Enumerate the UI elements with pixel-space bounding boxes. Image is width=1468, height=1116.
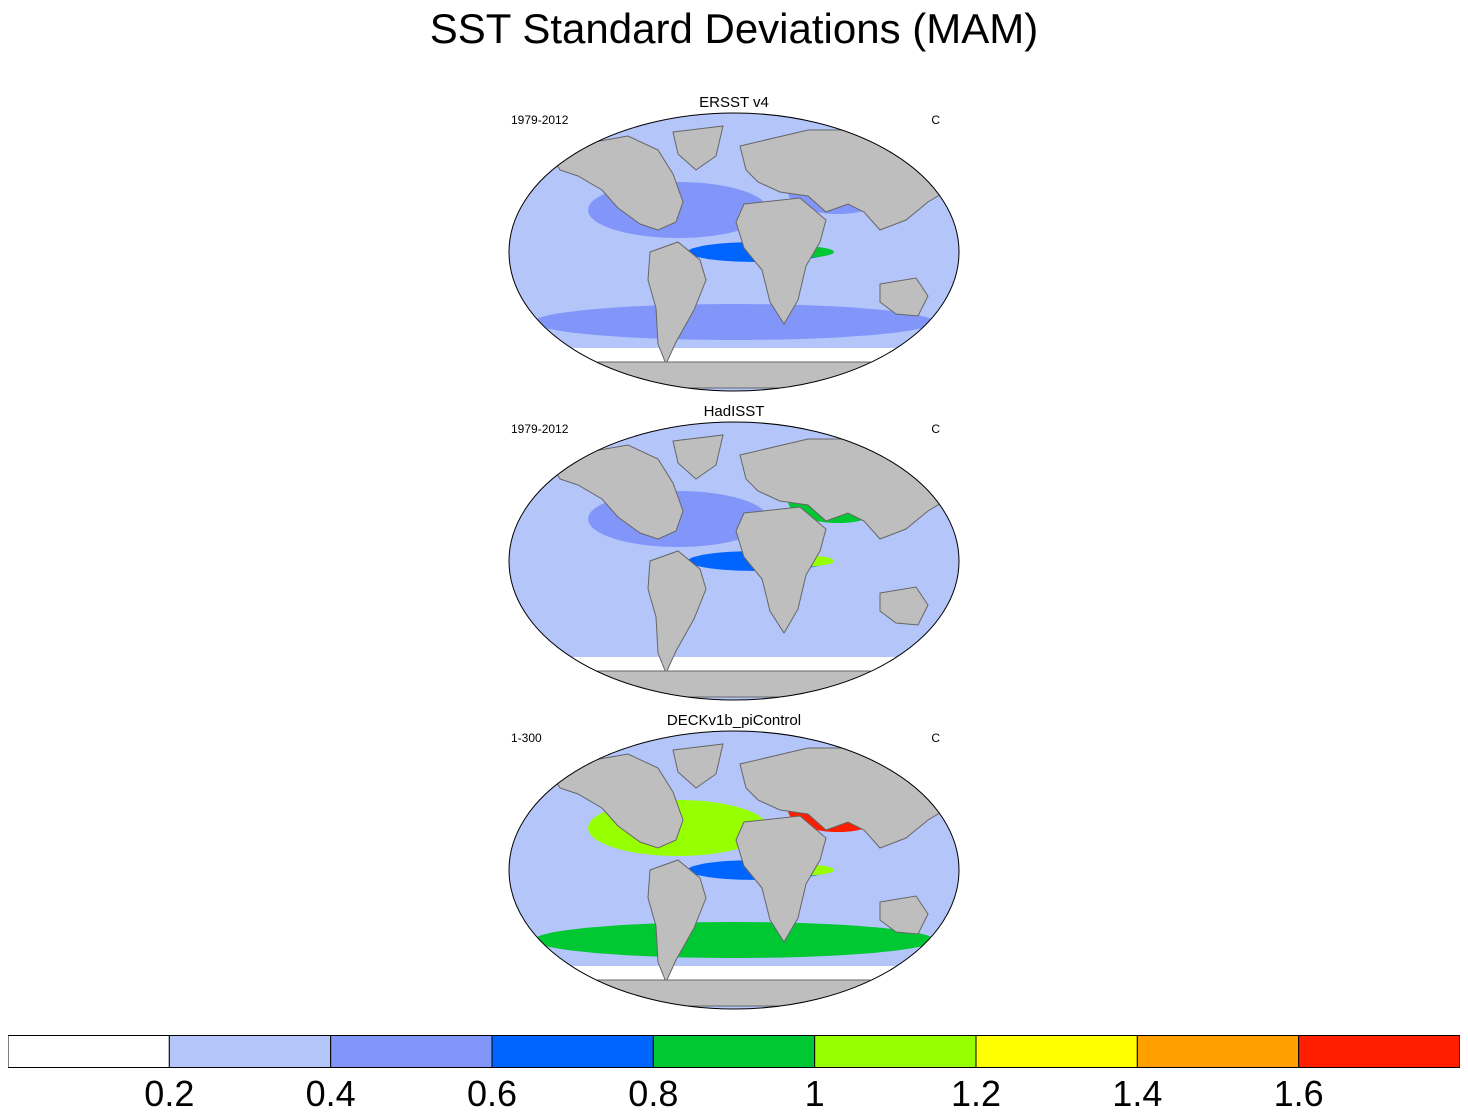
- map-content: [509, 731, 959, 1009]
- page-title: SST Standard Deviations (MAM): [429, 5, 1039, 52]
- colorbar-swatch: [1298, 1035, 1460, 1068]
- land-mass: [547, 444, 684, 540]
- map-content: [509, 422, 959, 700]
- land-mass: [647, 241, 707, 366]
- world-map-ersst: [508, 112, 960, 392]
- southern-ocean-band: [534, 922, 934, 958]
- panel-units: C: [931, 731, 940, 745]
- colorbar-tick-label: 0.8: [628, 1073, 679, 1114]
- panel-period: 1979-2012: [511, 422, 569, 436]
- map-content: [509, 113, 959, 391]
- land-mass: [879, 895, 929, 935]
- colorbar-tick-label: 1.6: [1273, 1073, 1324, 1114]
- colorbar-swatch: [975, 1035, 1138, 1068]
- panel-title: DECKv1b_piControl: [666, 712, 802, 729]
- panel-period: 1979-2012: [511, 113, 569, 127]
- colorbar-tick-label: 1.4: [1112, 1073, 1163, 1114]
- southern-ocean-band: [534, 304, 934, 340]
- panel-title: HadISST: [703, 403, 765, 420]
- colorbar-tick-label: 0.2: [144, 1073, 195, 1114]
- southern-ocean-band: [534, 613, 934, 649]
- land-mass: [879, 586, 929, 626]
- land-mass: [647, 859, 707, 984]
- land-mass: [647, 550, 707, 675]
- map-outline: [508, 112, 960, 392]
- sea-ice-edge: [509, 657, 959, 673]
- colorbar-swatch: [168, 1035, 332, 1068]
- colorbar-labels: 0.2 0.4 0.6 0.8 1 1.2 1.4 1.6: [0, 1074, 1468, 1116]
- sea-ice-edge: [509, 348, 959, 364]
- land-mass: [672, 125, 724, 171]
- land-mass: [879, 277, 929, 317]
- colorbar-tick-label: 0.4: [305, 1073, 356, 1114]
- panel-units: C: [931, 113, 940, 127]
- map-outline: [508, 730, 960, 1010]
- world-map-hadisst: [508, 421, 960, 701]
- colorbar-swatch: [8, 1035, 170, 1068]
- colorbar-swatch: [491, 1035, 654, 1068]
- map-outline: [508, 421, 960, 701]
- colorbar-tick-label: 1.2: [950, 1073, 1002, 1114]
- colorbar-swatch: [652, 1035, 816, 1068]
- land-mass: [735, 506, 827, 634]
- world-map-deck: [508, 730, 960, 1010]
- panel-units: C: [931, 422, 940, 436]
- colorbar-tick-label: 0.6: [466, 1073, 518, 1114]
- colorbar-swatch: [330, 1035, 493, 1068]
- land-mass: [672, 434, 724, 480]
- colorbar: [8, 1035, 1460, 1068]
- panel-period: 1-300: [511, 731, 542, 745]
- land-mass: [672, 743, 724, 789]
- land-mass: [547, 135, 684, 231]
- colorbar-swatch: [814, 1035, 977, 1068]
- land-mass: [735, 197, 827, 325]
- land-mass: [547, 753, 684, 849]
- colorbar-tick-label: 1: [804, 1073, 825, 1114]
- land-mass: [735, 815, 827, 943]
- panel-title: ERSST v4: [699, 94, 769, 111]
- colorbar-swatch: [1136, 1035, 1300, 1068]
- sea-ice-edge: [509, 966, 959, 982]
